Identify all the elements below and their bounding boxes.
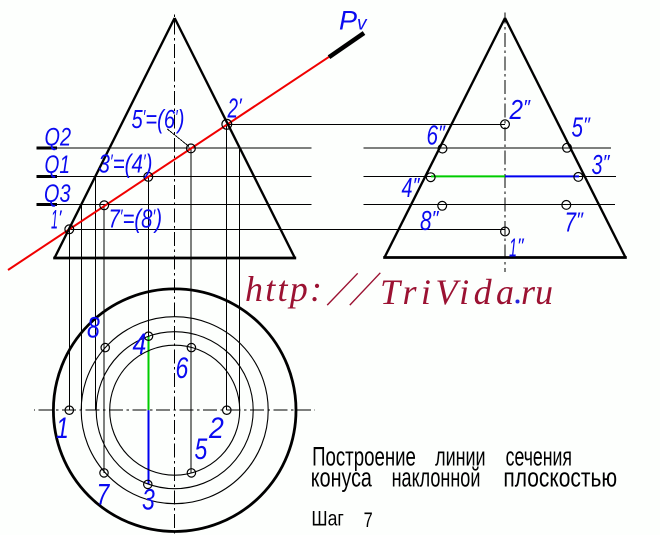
- svg-text:Q3: Q3: [44, 180, 71, 208]
- svg-text:3″: 3″: [592, 149, 611, 180]
- svg-text:Pv: Pv: [339, 5, 368, 35]
- svg-text:4″: 4″: [402, 172, 421, 203]
- svg-text:2: 2: [208, 412, 224, 445]
- svg-text:1′: 1′: [51, 205, 63, 235]
- svg-text:5: 5: [195, 433, 208, 466]
- svg-text:1: 1: [56, 412, 69, 445]
- svg-text:7′=(8′): 7′=(8′): [109, 203, 163, 233]
- svg-text:8″: 8″: [420, 205, 440, 236]
- svg-text:2′: 2′: [227, 93, 243, 124]
- svg-text:4: 4: [133, 328, 147, 361]
- svg-text:6: 6: [176, 352, 189, 385]
- svg-text:7: 7: [97, 479, 111, 512]
- svg-text:6″: 6″: [427, 120, 447, 151]
- svg-text:5″: 5″: [572, 112, 592, 143]
- svg-text:7″: 7″: [565, 207, 585, 238]
- svg-text:1″: 1″: [509, 233, 525, 263]
- svg-text:5′=(6′): 5′=(6′): [132, 104, 185, 134]
- svg-text:8: 8: [87, 312, 100, 345]
- svg-text:Q1: Q1: [45, 151, 71, 179]
- svg-text:TriVida: TriVida: [380, 272, 514, 312]
- svg-text:3: 3: [142, 484, 155, 517]
- svg-text:Q2: Q2: [45, 123, 72, 151]
- svg-text:2″: 2″: [509, 94, 531, 125]
- svg-text:http:: http:: [245, 269, 322, 309]
- svg-text:ru: ru: [521, 272, 553, 312]
